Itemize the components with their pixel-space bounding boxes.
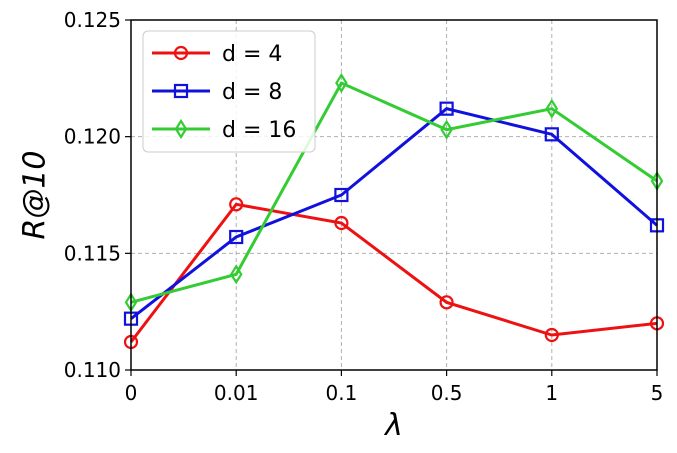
data-point	[545, 98, 559, 119]
legend: d = 4 d = 8 d = 16	[142, 30, 316, 153]
data-point	[439, 295, 454, 310]
x-tick-label: 0.1	[325, 381, 357, 405]
y-tick-label: 0.115	[64, 241, 121, 265]
data-point	[229, 264, 243, 285]
x-tick-label: 5	[651, 381, 664, 405]
x-tick-label: 0.01	[214, 381, 259, 405]
series-line	[130, 107, 658, 320]
legend-marker	[174, 118, 188, 140]
plot-frame	[130, 19, 658, 371]
x-tick-label: 1	[545, 381, 558, 405]
series-group	[123, 72, 665, 350]
y-tick-label: 0.110	[64, 358, 121, 382]
legend-box	[142, 30, 316, 153]
data-point	[544, 327, 559, 343]
y-tick-label: 0.125	[64, 8, 121, 32]
data-point	[544, 127, 559, 142]
legend-entry: d = 4	[152, 42, 282, 67]
series-line	[130, 81, 658, 304]
data-point	[334, 215, 349, 231]
series-line	[129, 202, 658, 343]
legend-marker	[173, 83, 189, 99]
data-point	[334, 187, 349, 203]
data-point	[229, 197, 244, 212]
axis-ticks: 0 0.01 0.1 0.5 1 5 0.110 0.115 0.120 0.125	[64, 8, 664, 405]
legend-marker	[173, 45, 189, 61]
x-axis-label: λ	[383, 408, 403, 443]
legend-label: d = 16	[222, 118, 296, 143]
y-tick-label: 0.120	[64, 125, 121, 149]
legend-label: d = 4	[222, 42, 282, 67]
data-point	[440, 119, 453, 140]
y-axis-label: R@10	[18, 150, 53, 239]
data-point	[229, 229, 244, 245]
legend-label: d = 8	[222, 80, 282, 105]
data-point	[335, 72, 348, 94]
x-tick-label: 0	[125, 381, 138, 405]
legend-entry: d = 8	[152, 80, 282, 105]
x-tick-label: 0.5	[431, 381, 463, 405]
data-point	[439, 101, 454, 116]
legend-entry: d = 16	[152, 118, 296, 143]
series-1	[123, 197, 665, 350]
